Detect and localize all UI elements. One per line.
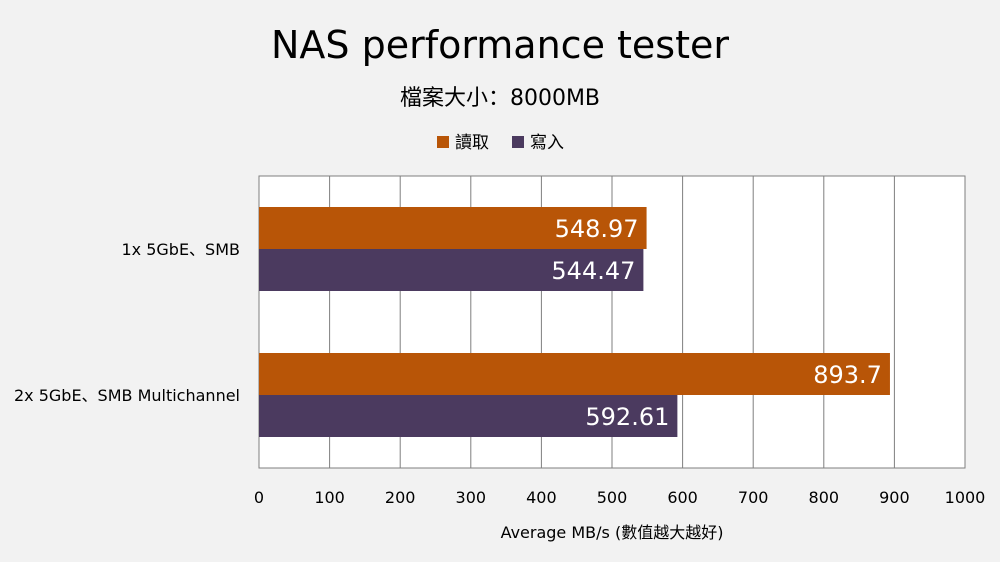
legend-swatch-0 <box>437 136 449 148</box>
x-tick-label-600: 600 <box>667 488 698 507</box>
chart-title: NAS performance tester <box>271 23 729 67</box>
x-tick-label-1000: 1000 <box>945 488 986 507</box>
bar-value-label-1-1: 592.61 <box>585 403 669 431</box>
x-tick-label-300: 300 <box>456 488 487 507</box>
x-tick-label-100: 100 <box>314 488 345 507</box>
x-tick-label-400: 400 <box>526 488 557 507</box>
x-axis-ticks: 0 100 200 300 400 500 600 700 800 900 1000 <box>254 488 985 507</box>
legend-label-1: 寫入 <box>530 133 564 153</box>
category-labels: 1x 5GbE、SMB 2x 5GbE、SMB Multichannel <box>14 240 240 405</box>
x-axis-label: Average MB/s (數值越大越好) <box>501 523 724 542</box>
bar-0-1 <box>259 353 890 395</box>
legend-swatch-1 <box>512 136 524 148</box>
bar-1-0 <box>259 249 644 291</box>
chart-subtitle: 檔案大小：8000MB <box>400 86 600 111</box>
bar-value-label-0-0: 548.97 <box>555 215 639 243</box>
bar-value-label-1-0: 544.47 <box>551 257 635 285</box>
bar-1-1 <box>259 395 678 437</box>
category-label-1: 2x 5GbE、SMB Multichannel <box>14 386 240 405</box>
x-tick-label-200: 200 <box>385 488 416 507</box>
x-tick-label-0: 0 <box>254 488 264 507</box>
bar-value-label-0-1: 893.7 <box>813 361 882 389</box>
x-tick-label-800: 800 <box>809 488 840 507</box>
bar-0-0 <box>259 207 647 249</box>
x-tick-label-900: 900 <box>879 488 910 507</box>
legend: 讀取 寫入 <box>437 133 564 153</box>
x-tick-label-500: 500 <box>597 488 628 507</box>
x-tick-label-700: 700 <box>738 488 769 507</box>
category-label-0: 1x 5GbE、SMB <box>121 240 240 259</box>
bars-group: 548.97 544.47 893.7 592.61 <box>259 207 890 437</box>
legend-label-0: 讀取 <box>455 133 489 153</box>
